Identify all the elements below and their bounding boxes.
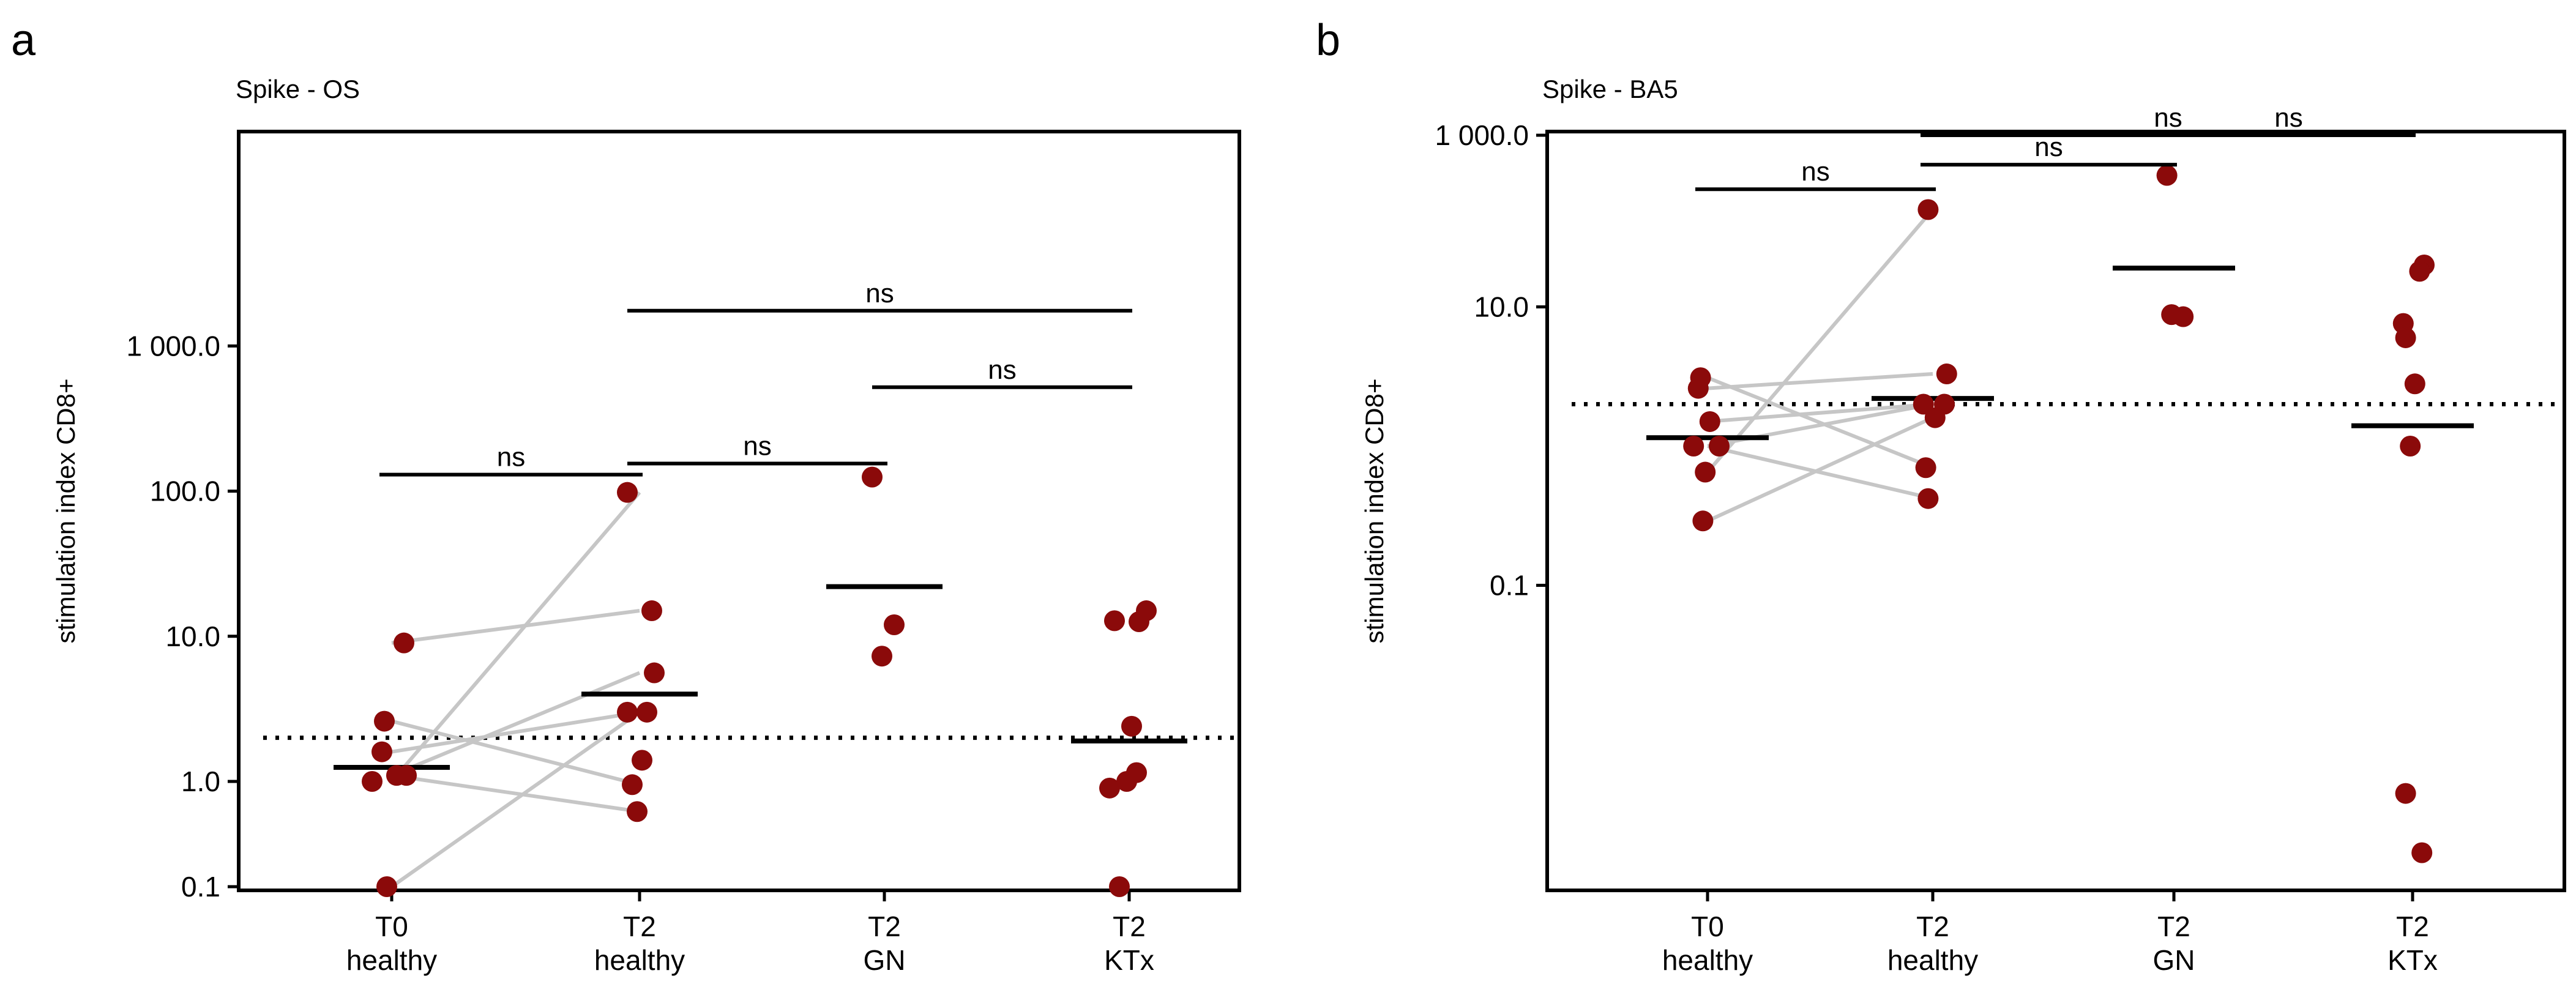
panel-letter: b	[1316, 16, 1340, 65]
y-axis-label: stimulation index CD8+	[51, 378, 80, 643]
data-point	[2411, 842, 2433, 863]
x-tick-label: T2	[2396, 911, 2429, 942]
x-tick-label: T2	[1113, 911, 1146, 942]
y-axis-label: stimulation index CD8+	[1360, 378, 1389, 643]
data-point	[374, 710, 395, 732]
data-point	[632, 750, 652, 771]
data-point	[1121, 715, 1142, 737]
pair-line	[1707, 402, 1933, 423]
comparison-label: ns	[497, 442, 525, 472]
data-point	[1913, 393, 1934, 415]
data-point	[396, 765, 417, 786]
chart-title: Spike - BA5	[1542, 75, 1678, 103]
data-point	[1104, 610, 1125, 632]
x-tick-sublabel: KTx	[2387, 944, 2438, 976]
y-tick-label: 1.0	[181, 766, 220, 797]
comparison-label: ns	[865, 278, 894, 308]
data-point	[1709, 436, 1730, 457]
pair-line	[390, 710, 641, 889]
x-tick-label: T0	[375, 911, 408, 942]
comparison-label: ns	[1801, 157, 1829, 187]
data-point	[2173, 306, 2194, 327]
data-point	[862, 466, 883, 488]
data-point	[1136, 600, 1157, 622]
pair-line	[391, 773, 640, 814]
pair-line	[390, 671, 641, 777]
x-tick-sublabel: GN	[2153, 944, 2195, 976]
data-point	[2400, 436, 2421, 457]
data-point	[1683, 436, 1704, 457]
data-point	[622, 774, 643, 796]
data-point	[362, 771, 383, 792]
data-point	[617, 701, 638, 723]
comparison-label: ns	[743, 431, 771, 461]
data-point	[1924, 407, 1946, 428]
plot-frame	[1545, 130, 2566, 892]
chart-panel-a: a Spike - OS 0.1 1.0 10.0 100.0 1 000.0 stimula…	[11, 16, 1241, 976]
pair-line	[1706, 208, 1935, 474]
y-tick-label: 0.1	[1490, 570, 1529, 602]
data-point	[2409, 261, 2430, 282]
data-point	[1099, 777, 1120, 799]
x-tick-label: T2	[1916, 911, 1949, 942]
pair-line	[1707, 372, 1933, 390]
y-tick-label: 0.1	[181, 871, 220, 903]
y-tick-label: 10.0	[1474, 291, 1529, 323]
pair-line	[391, 719, 640, 787]
x-tick-label: T0	[1691, 911, 1724, 942]
data-point	[627, 801, 648, 822]
y-tick-label: 1 000.0	[127, 330, 220, 362]
pair-line	[391, 710, 640, 754]
panel-letter: a	[11, 16, 36, 65]
data-point	[2395, 783, 2416, 804]
data-point	[1109, 876, 1130, 897]
data-point	[1936, 363, 1957, 385]
data-point	[2156, 165, 2178, 186]
data-point	[371, 741, 392, 762]
data-point	[1692, 510, 1714, 532]
chart-panel-b: b Spike - BA5 0.1 10.0 1 000.0 stimulation in…	[1316, 16, 2566, 976]
pair-line	[1707, 444, 1933, 501]
data-point	[2404, 373, 2425, 395]
x-tick-sublabel: healthy	[594, 944, 685, 976]
data-point	[1695, 461, 1716, 483]
pair-line	[391, 609, 640, 645]
data-point	[1699, 411, 1720, 432]
x-tick-sublabel: healthy	[1662, 944, 1753, 976]
x-tick-sublabel: healthy	[346, 944, 437, 976]
data-point	[872, 646, 892, 667]
data-point	[394, 632, 414, 654]
x-tick-sublabel: GN	[864, 944, 906, 976]
data-point	[644, 662, 665, 684]
data-point	[1917, 199, 1939, 220]
x-tick-label: T2	[623, 911, 656, 942]
plot-frame	[237, 130, 1241, 892]
comparison-label: ns	[988, 355, 1016, 385]
pair-line	[1706, 416, 1934, 523]
y-tick-label: 10.0	[165, 620, 220, 652]
data-point	[1116, 771, 1137, 792]
x-tick-label: T2	[2157, 911, 2190, 942]
data-point	[1915, 457, 1936, 479]
data-point	[2395, 327, 2416, 348]
data-point	[617, 482, 638, 503]
data-point	[376, 876, 397, 897]
data-point	[637, 701, 657, 723]
x-tick-label: T2	[868, 911, 901, 942]
data-point	[1690, 367, 1711, 389]
x-tick-sublabel: healthy	[1887, 944, 1978, 976]
pair-line	[1706, 376, 1934, 470]
x-tick-sublabel: KTx	[1104, 944, 1154, 976]
comparison-label: ns	[2034, 132, 2063, 162]
y-tick-label: 1 000.0	[1435, 119, 1529, 151]
y-tick-label: 100.0	[150, 475, 220, 507]
data-point	[1917, 488, 1939, 509]
comparison-label: ns	[2274, 103, 2302, 133]
data-point	[884, 614, 905, 636]
comparison-label: ns	[2154, 103, 2182, 133]
data-point	[641, 600, 662, 622]
chart-title: Spike - OS	[236, 75, 360, 103]
